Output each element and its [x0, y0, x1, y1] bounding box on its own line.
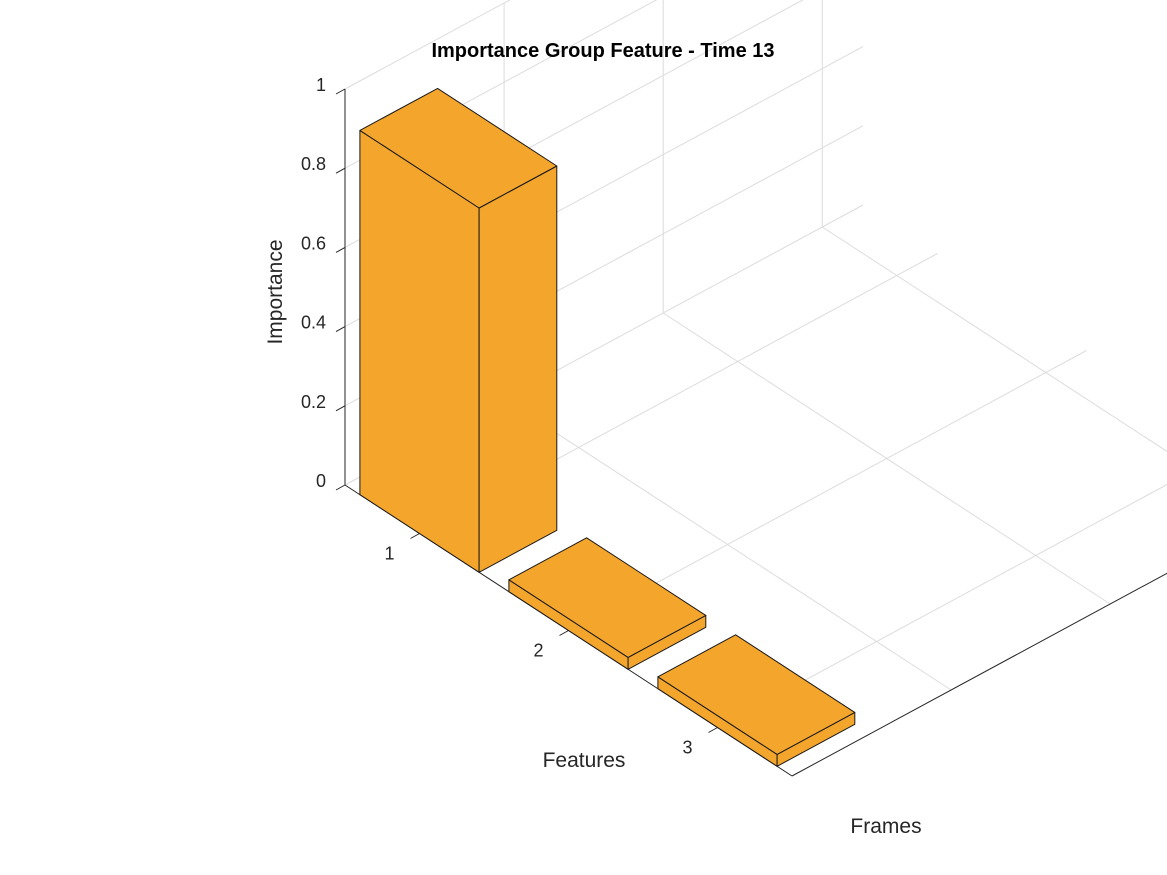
z-tick [335, 326, 346, 333]
z-axis-label: Importance [264, 239, 287, 344]
x-tick-label: 1 [384, 544, 394, 564]
floor-gridline [822, 226, 1167, 452]
z-tick-label: 0.4 [301, 313, 326, 333]
x-tick [708, 727, 718, 733]
z-tick [335, 88, 346, 95]
x-tick [559, 630, 569, 636]
z-tick-label: 0.6 [301, 233, 326, 253]
x-tick-label: 2 [533, 641, 543, 661]
z-tick-label: 1 [316, 75, 326, 95]
x-axis-label: Features [543, 749, 626, 772]
bar-side-face [478, 165, 558, 573]
x-tick-label: 3 [682, 738, 692, 758]
y-axis-label: Frames [850, 815, 921, 838]
x-tick [410, 533, 420, 539]
z-tick-label: 0.8 [301, 154, 326, 174]
back-wall-gridline [344, 0, 511, 90]
z-tick [335, 405, 346, 412]
chart-title: Importance Group Feature - Time 13 [431, 40, 774, 62]
bar [508, 537, 707, 670]
bar [359, 87, 558, 573]
bar-top-face [508, 537, 707, 658]
tick-labels: 0 0.2 0.4 0.6 0.8 1 1 2 3 [301, 75, 718, 758]
z-tick [335, 167, 346, 174]
y-axis-line [791, 572, 1167, 777]
bar-top-face [657, 634, 856, 755]
bars [359, 87, 856, 767]
bar [657, 634, 856, 767]
z-tick-label: 0.2 [301, 392, 326, 412]
z-tick-label: 0 [316, 471, 326, 491]
z-tick [335, 484, 346, 491]
bar-top-face [359, 87, 558, 209]
z-tick [335, 246, 346, 253]
